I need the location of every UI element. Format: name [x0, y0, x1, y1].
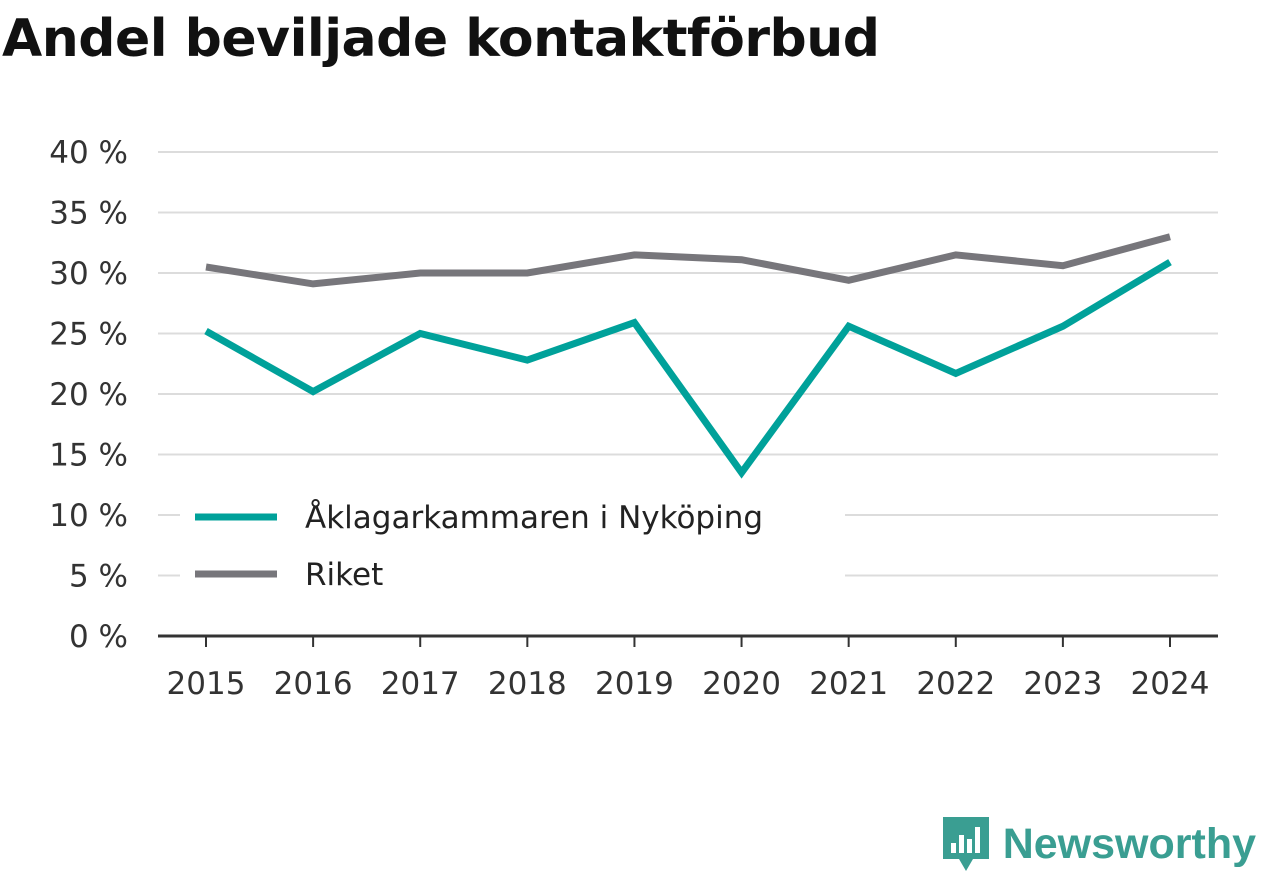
y-tick-label: 0 % — [69, 619, 128, 655]
series-lines — [204, 233, 1172, 479]
y-tick-label: 35 % — [49, 196, 128, 232]
legend: Åklagarkammaren i Nyköping Riket — [180, 488, 845, 598]
series-line-2 — [205, 233, 1171, 288]
x-tick-label: 2019 — [595, 666, 674, 702]
legend-label-2: Riket — [305, 557, 383, 593]
brand-logo: Newsworthy — [941, 815, 1256, 873]
y-tick-label: 5 % — [69, 559, 128, 595]
legend-background — [180, 488, 845, 598]
brand-name: Newsworthy — [1002, 819, 1256, 868]
x-tick-label: 2015 — [167, 666, 246, 702]
y-tick-label: 15 % — [49, 438, 128, 474]
axes: 0 % 5 % 10 % 15 % 20 % 25 % 30 % 35 % 40 % 2015 20… — [49, 135, 1218, 702]
x-tick-label: 2023 — [1023, 666, 1102, 702]
x-tick-label: 2017 — [381, 666, 460, 702]
chart-title: Andel beviljade kontaktförbud — [2, 9, 880, 69]
x-tick-label: 2024 — [1131, 666, 1210, 702]
legend-label-1: Åklagarkammaren i Nyköping — [305, 500, 763, 536]
y-tick-label: 10 % — [49, 498, 128, 534]
y-tick-label: 40 % — [49, 135, 128, 171]
x-tick-label: 2018 — [488, 666, 567, 702]
y-tick-label: 20 % — [49, 377, 128, 413]
x-tick-label: 2020 — [702, 666, 781, 702]
y-tick-label: 25 % — [49, 317, 128, 353]
newsworthy-logo-icon — [942, 817, 989, 871]
x-tick-label: 2021 — [809, 666, 888, 702]
x-tick-label: 2016 — [274, 666, 353, 702]
y-tick-label: 30 % — [49, 256, 128, 292]
x-tick-label: 2022 — [916, 666, 995, 702]
series-line-1 — [204, 259, 1172, 479]
